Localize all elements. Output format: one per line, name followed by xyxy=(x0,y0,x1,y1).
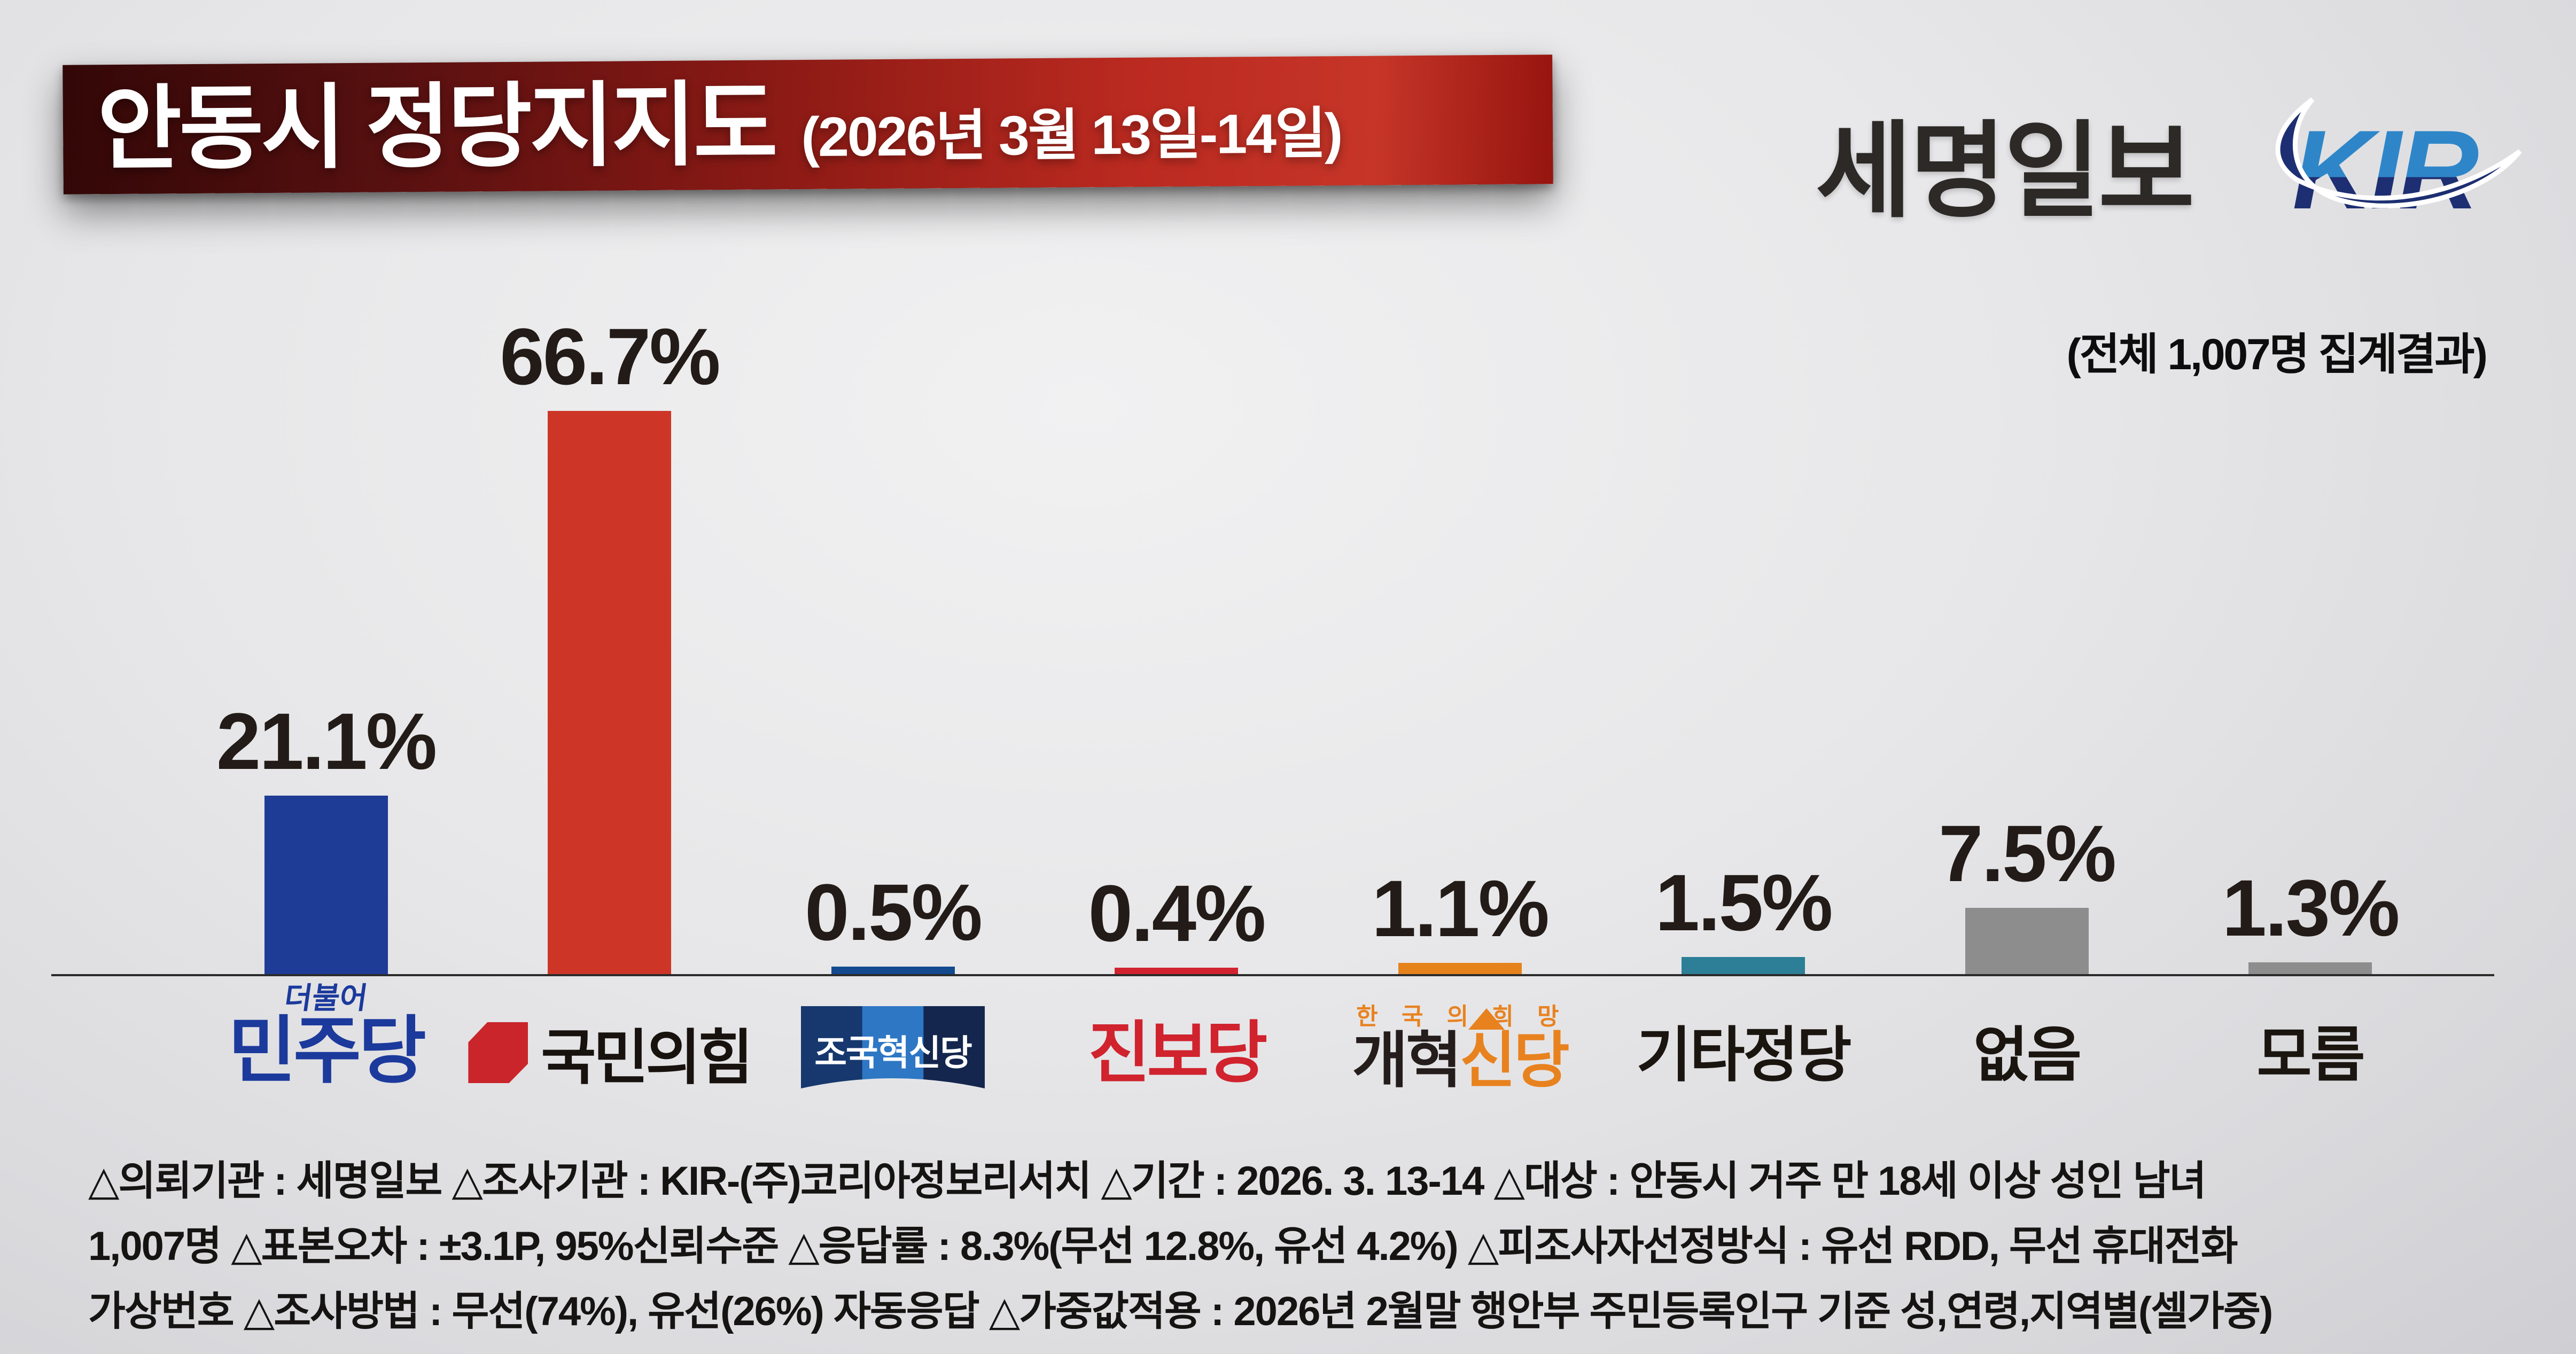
party-name: 국민의힘 xyxy=(541,1024,753,1091)
party-label: 한 국 의 희 망 개혁신당 xyxy=(1289,974,1631,1093)
x-axis-baseline xyxy=(51,974,2494,976)
bar-모름 xyxy=(2248,962,2372,974)
party-label: 조국혁신당 xyxy=(722,974,1064,1093)
footer-line-3: 가상번호 △조사방법 : 무선(74%), 유선(26%) 자동응답 △가중값적… xyxy=(88,1289,2273,1334)
bar-더불어민주당 xyxy=(264,796,388,974)
flag-stripe xyxy=(923,1006,985,1088)
bar-value-label: 66.7% xyxy=(500,312,720,401)
party-label: 진보당 xyxy=(1006,974,1348,1087)
bar-value-label: 1.1% xyxy=(1372,863,1550,953)
party-label: 기타정당 xyxy=(1573,974,1915,1086)
party-name: 없음 xyxy=(1973,1022,2082,1088)
bar-value-label: 1.3% xyxy=(2222,863,2400,953)
rebuilding-korea-flag-icon: 조국혁신당 xyxy=(801,1006,985,1088)
party-label: 없음 xyxy=(1856,974,2198,1086)
bar-조국혁신당 xyxy=(831,967,955,974)
party-name: 조국혁신당 xyxy=(814,1033,972,1072)
bar-개혁신당 xyxy=(1398,963,1522,974)
bar-기타정당 xyxy=(1682,957,1805,974)
flag-stripe xyxy=(862,1006,924,1088)
footer-line-1: △의뢰기관 : 세명일보 △조사기관 : KIR-(주)코리아정보리서치 △기간… xyxy=(88,1158,2206,1204)
bar-value-label: 1.5% xyxy=(1655,858,1833,947)
party-label: 더불어 민주당 xyxy=(155,974,497,1088)
methodology-footer: △의뢰기관 : 세명일보 △조사기관 : KIR-(주)코리아정보리서치 △기간… xyxy=(88,1149,2273,1344)
bar-없음 xyxy=(1965,908,2089,974)
party-slogan: 한 국 의 희 망 xyxy=(1356,1003,1568,1030)
party-name-prefix: 개혁 xyxy=(1352,1027,1462,1095)
party-name: 모름 xyxy=(2256,1022,2365,1088)
party-name: 기타정당 xyxy=(1636,1022,1851,1088)
bar-진보당 xyxy=(1115,968,1238,974)
footer-line-2: 1,007명 △표본오차 : ±3.1P, 95%신뢰수준 △응답률 : 8.3… xyxy=(88,1224,2238,1269)
bar-value-label: 0.5% xyxy=(805,867,983,957)
party-name: 민주당 xyxy=(228,1010,426,1092)
publisher-logo-text: 세명일보 xyxy=(1816,113,2194,230)
bar-국민의힘 xyxy=(548,411,671,974)
party-label: 국민의힘 xyxy=(439,974,781,1096)
sample-size-note: (전체 1,007명 집계결과) xyxy=(2066,330,2488,379)
party-name: 진보당 xyxy=(1088,1015,1268,1091)
kir-letters: KIR xyxy=(2292,107,2479,229)
party-label: 모름 xyxy=(2139,974,2481,1086)
bar-value-label: 7.5% xyxy=(1939,808,2116,898)
reform-caret-icon xyxy=(1468,1008,1505,1030)
bar-value-label: 21.1% xyxy=(216,696,437,786)
kir-swoosh-icon xyxy=(2275,97,2522,208)
bar-value-label: 0.4% xyxy=(1088,868,1266,958)
ppp-symbol-icon xyxy=(468,1022,528,1083)
party-logo-row: 국민의힘 xyxy=(439,1009,781,1096)
party-name: 개혁신당 xyxy=(1352,1027,1570,1095)
party-name-suffix: 신당 xyxy=(1460,1027,1570,1095)
kir-research-logo-icon: KIR xyxy=(2275,97,2522,229)
reform-logo: 한 국 의 희 망 개혁신당 xyxy=(1352,1003,1570,1095)
flag-stripe xyxy=(801,1006,863,1088)
